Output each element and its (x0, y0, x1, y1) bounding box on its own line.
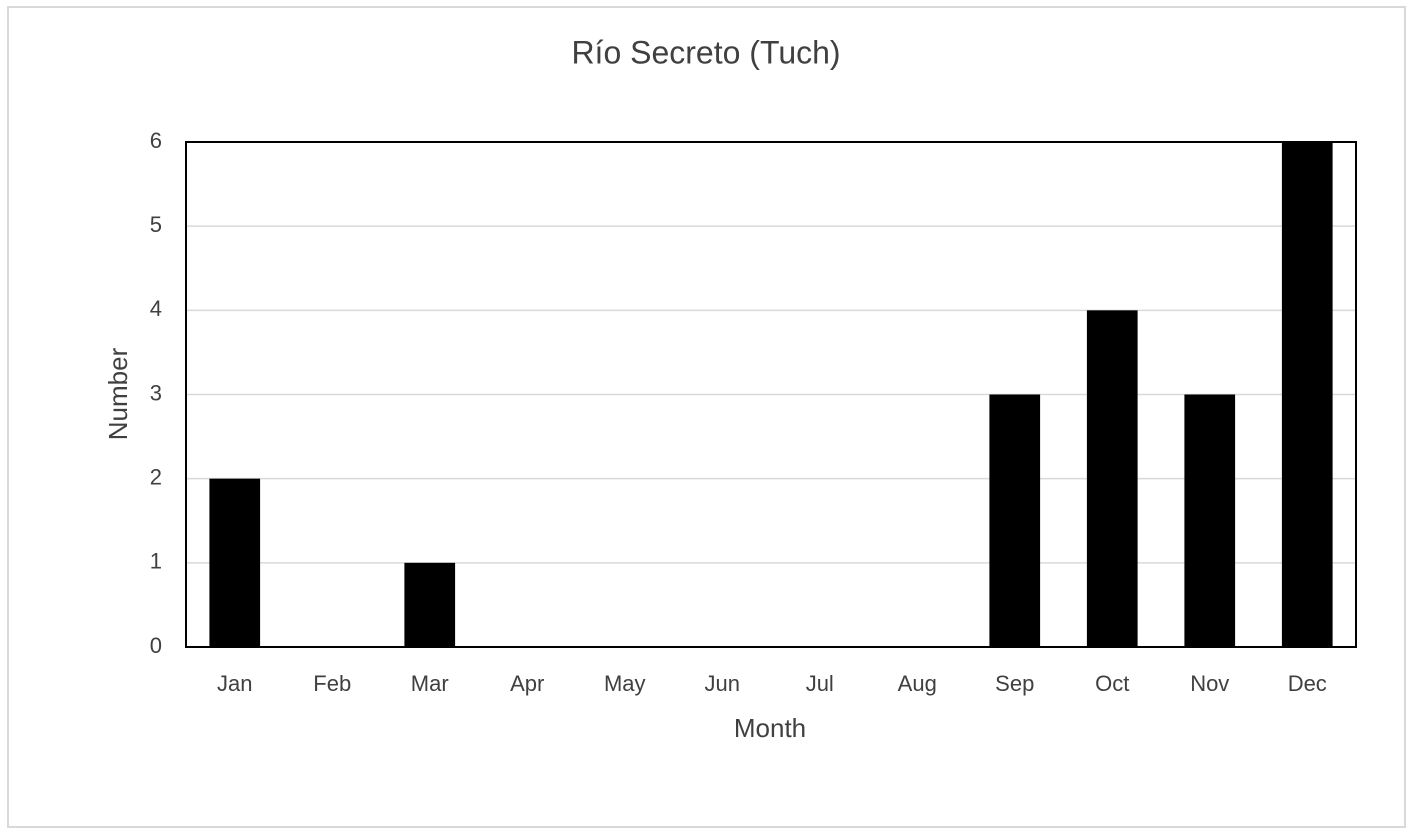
y-tick-label: 1 (150, 549, 162, 574)
y-tick-label: 4 (150, 296, 162, 321)
plot-border (185, 141, 1357, 648)
bar (209, 478, 261, 647)
y-tick-label: 0 (150, 633, 162, 658)
y-tick-label: 5 (150, 212, 162, 237)
x-tick-label: Sep (995, 671, 1034, 696)
x-tick-label: Nov (1190, 671, 1229, 696)
x-tick-label: Dec (1288, 671, 1327, 696)
bar (1086, 310, 1138, 647)
x-tick-label: Oct (1095, 671, 1129, 696)
y-tick-label: 3 (150, 380, 162, 405)
bar (989, 394, 1041, 647)
x-tick-label: May (604, 671, 646, 696)
chart-title: Río Secreto (Tuch) (571, 34, 840, 70)
y-tick-label: 2 (150, 464, 162, 489)
x-tick-label: Aug (898, 671, 937, 696)
y-axis-title: Number (103, 347, 133, 440)
bar (404, 562, 456, 647)
bar (1184, 394, 1236, 647)
x-axis-title: Month (734, 713, 806, 743)
x-tick-label: Jan (217, 671, 252, 696)
y-tick-label: 6 (150, 128, 162, 153)
x-tick-label: Apr (510, 671, 544, 696)
chart-border (7, 6, 1406, 828)
x-tick-label: Jul (806, 671, 834, 696)
bar (1281, 142, 1333, 647)
x-tick-label: Jun (705, 671, 740, 696)
x-tick-label: Mar (411, 671, 449, 696)
x-tick-label: Feb (313, 671, 351, 696)
